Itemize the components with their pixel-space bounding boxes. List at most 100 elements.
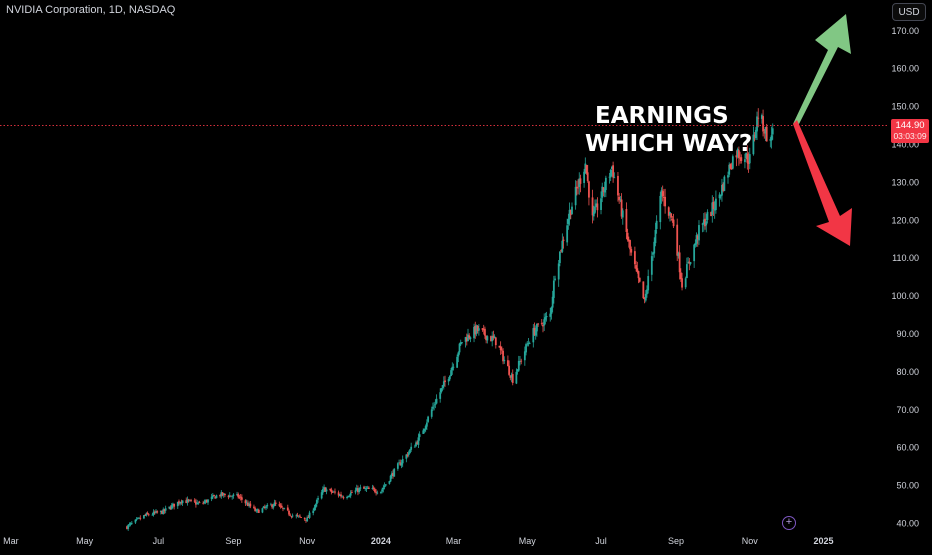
candle-body <box>314 504 317 508</box>
y-tick-label: 100.00 <box>891 291 919 301</box>
candle-body <box>596 203 599 211</box>
candle-body <box>306 517 309 522</box>
annotation-line-2: WHICH WAY? <box>585 131 752 157</box>
candle-body <box>764 127 767 134</box>
candle-body <box>677 253 680 256</box>
candle-body <box>409 449 411 453</box>
candle-body <box>676 224 679 256</box>
candle-body <box>577 187 579 189</box>
candle-body <box>406 454 409 456</box>
candle-body <box>719 194 722 197</box>
candle-body <box>643 298 646 300</box>
candle-body <box>617 175 619 196</box>
candle-body <box>722 183 725 191</box>
candle-body <box>604 177 607 190</box>
candle-body <box>737 150 740 158</box>
candle-body <box>612 165 615 178</box>
candle-body <box>126 526 128 529</box>
currency-button[interactable]: USD <box>892 3 926 21</box>
plus-circle-icon[interactable]: + <box>782 516 796 530</box>
y-axis[interactable]: 40.00 50.00 60.00 70.00 80.00 90.00 100.00 110.… <box>891 26 919 529</box>
candle-body <box>654 229 657 244</box>
candle-body <box>315 500 318 505</box>
candle-body <box>156 511 159 513</box>
candle-body <box>627 239 630 242</box>
candle-body <box>579 178 582 184</box>
candle-body <box>491 336 494 342</box>
candle-body <box>771 128 774 135</box>
candle-body <box>263 507 266 508</box>
candle-body <box>410 446 413 450</box>
candle-body <box>474 325 477 335</box>
candle-body <box>571 206 573 215</box>
candle-body <box>735 155 738 158</box>
last-price-badge: 144.90 03:03:09 <box>891 119 929 143</box>
candle-body <box>550 307 553 314</box>
candle-body <box>752 134 755 155</box>
candle-body <box>305 519 307 521</box>
candle-body <box>762 116 764 132</box>
candle-body <box>371 488 374 489</box>
candle-body <box>203 501 206 504</box>
candle-body <box>542 324 544 327</box>
candle-body <box>405 454 408 459</box>
x-tick-label: Nov <box>742 536 759 546</box>
candle-body <box>313 507 316 511</box>
symbol-title[interactable]: NVIDIA Corporation, 1D, NASDAQ <box>6 4 176 16</box>
candle-body <box>413 446 416 448</box>
candle-body <box>358 488 361 493</box>
candle-body <box>415 442 417 447</box>
candle-body <box>373 489 376 492</box>
candle-body <box>237 494 240 498</box>
candle-body <box>551 296 554 308</box>
candle-body <box>239 496 242 498</box>
candle-body <box>210 496 213 499</box>
candle-body <box>440 388 443 392</box>
candle-body <box>757 117 760 119</box>
candle-body <box>289 514 292 516</box>
candle-body <box>240 497 243 500</box>
candle-body <box>637 271 640 279</box>
candle-body <box>187 499 190 501</box>
candle-body <box>485 335 488 341</box>
candle-body <box>159 510 162 513</box>
candle-body <box>458 343 461 353</box>
candle-body <box>695 235 698 244</box>
candle-body <box>760 115 763 119</box>
y-tick-label: 170.00 <box>891 26 919 36</box>
candle-body <box>667 207 670 216</box>
x-tick-label: Jul <box>595 536 607 546</box>
candle-body <box>340 494 342 497</box>
bar-countdown: 03:03:09 <box>893 131 927 141</box>
candle-body <box>765 126 768 142</box>
candle-body <box>464 337 467 342</box>
candle-body <box>143 515 145 519</box>
candle-body <box>145 513 148 516</box>
candle-body <box>754 129 757 139</box>
x-tick-label: Mar <box>3 536 19 546</box>
candle-body <box>540 323 543 324</box>
candle-body <box>694 243 697 246</box>
candle-body <box>633 251 636 265</box>
candle-body <box>653 241 656 254</box>
candle-body <box>238 496 241 498</box>
candle-body <box>492 335 495 339</box>
candle-body <box>245 502 248 504</box>
candle-body <box>372 487 375 489</box>
candle-body <box>655 220 658 229</box>
candle-body <box>543 319 546 326</box>
candle-body <box>559 251 561 264</box>
candle-body <box>618 196 621 201</box>
candle-body <box>769 139 772 141</box>
x-axis[interactable]: Mar May Jul Sep Nov 2024 Mar May Jul Sep Nov 2025 <box>3 536 833 546</box>
candle-body <box>176 501 179 507</box>
candle-body <box>696 236 699 240</box>
candle-body <box>230 495 232 497</box>
candle-body <box>515 371 518 384</box>
candle-body <box>399 462 402 466</box>
y-tick-label: 70.00 <box>896 405 919 415</box>
candle-body <box>748 154 751 164</box>
candle-body <box>329 489 332 490</box>
